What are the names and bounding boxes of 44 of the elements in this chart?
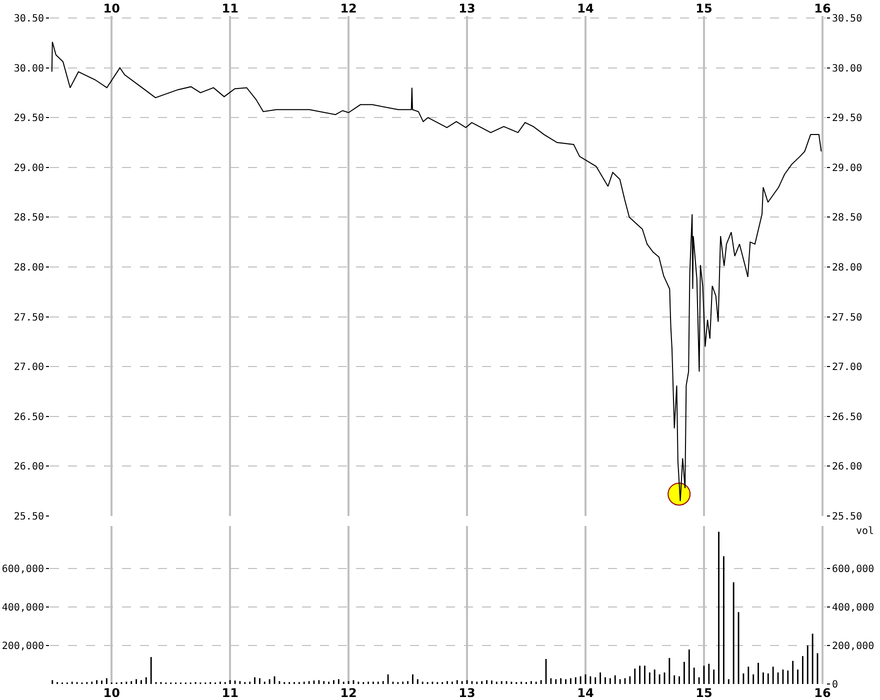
y-tick-label: 600,000: [2, 564, 44, 575]
x-tick-label: 15: [696, 2, 712, 16]
y-tick-label: 28.50: [14, 212, 44, 224]
y2-tick-label: 29.50: [832, 113, 862, 124]
y2-tick-label: 26.00: [832, 462, 862, 473]
y-tick-label: 30.50: [14, 13, 44, 24]
y2-tick-label: 400,000: [832, 602, 874, 614]
y-tick-label: 30.00: [14, 63, 44, 74]
y-tick-label: 29.00: [14, 162, 44, 174]
x-tick-label: 14: [577, 686, 594, 700]
y-tick-label: 29.50: [14, 113, 44, 124]
x-tick-label: 12: [340, 2, 357, 16]
x-tick-label: 11: [222, 2, 238, 16]
y2-tick-label: 27.50: [832, 312, 862, 324]
x-tick-label: 14: [577, 2, 594, 16]
x-tick-label: 12: [340, 686, 357, 700]
y2-tick-label: 600,000: [832, 564, 874, 575]
y2-tick-label: 28.50: [832, 212, 862, 224]
x-tick-label: 11: [222, 686, 238, 700]
y2-tick-label: 28.00: [832, 262, 862, 274]
y2-tick-label: 200,000: [832, 640, 874, 652]
y-tick-label: 26.00: [14, 462, 44, 473]
y-tick-label: 200,000: [2, 640, 44, 652]
x-tick-label: 10: [103, 2, 120, 16]
x-tick-label: 13: [458, 2, 476, 16]
x-tick-label: 16: [814, 2, 831, 16]
x-tick-label: 10: [103, 686, 120, 700]
x-tick-label: 13: [458, 686, 476, 700]
y2-tick-label: 27.00: [832, 362, 862, 374]
y2-tick-label: 25.50: [832, 512, 862, 522]
y2-axis-title: vol: [856, 526, 874, 537]
y2-tick-label: 30.00: [832, 63, 862, 74]
y2-tick-label: 0: [832, 680, 838, 690]
x-tick-label: 16: [814, 686, 831, 700]
y-tick-label: 27.50: [14, 312, 44, 324]
y-tick-label: 25.50: [14, 512, 44, 522]
y-tick-label: 28.00: [14, 262, 44, 274]
y-tick-label: 27.00: [14, 362, 44, 374]
y2-tick-label: 30.50: [832, 13, 862, 24]
y2-tick-label: 29.00: [832, 162, 862, 174]
y-tick-label: 400,000: [2, 602, 44, 614]
x-tick-label: 15: [696, 686, 712, 700]
y2-tick-label: 26.50: [832, 412, 862, 423]
y-tick-label: 26.50: [14, 412, 44, 423]
